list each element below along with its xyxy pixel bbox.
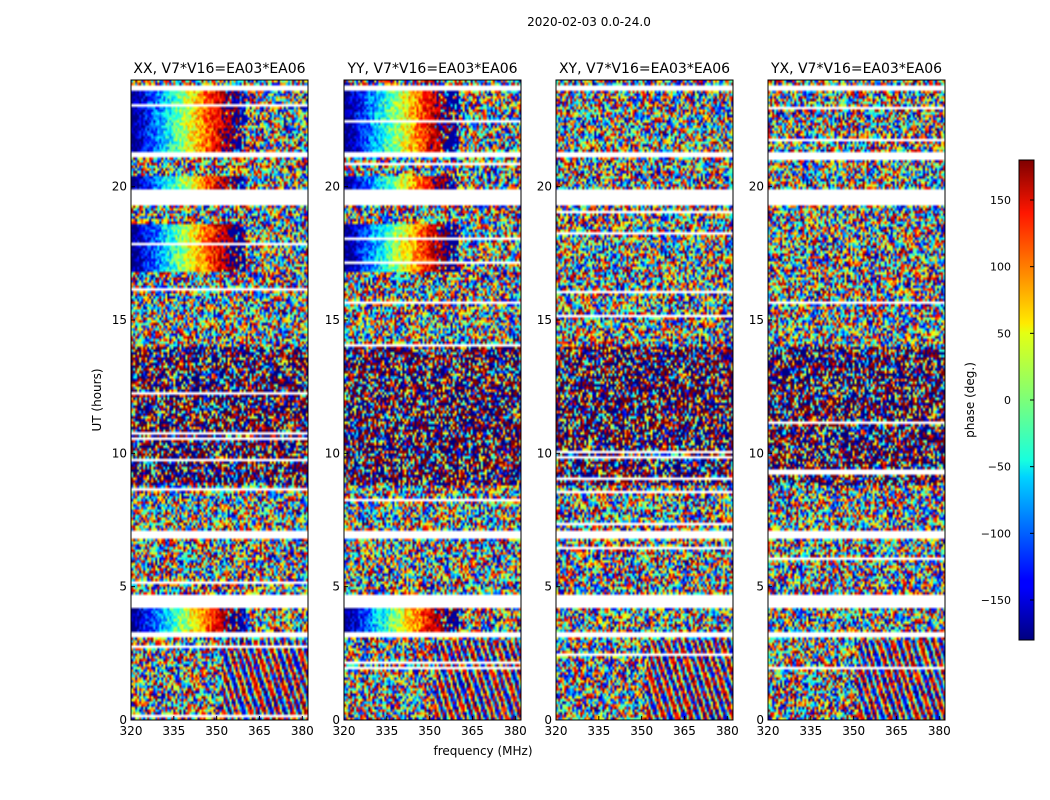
x-tick-label: 380 — [291, 724, 314, 738]
y-tick-label: 10 — [112, 446, 127, 460]
panels: XX, V7*V16=EA03*EA06 320 335 350 365 380 0 5 10 1… — [112, 61, 951, 738]
phase-heatmap — [344, 80, 521, 720]
x-tick-label: 335 — [587, 724, 610, 738]
x-tick-label: 320 — [545, 724, 568, 738]
colorbar-label: phase (deg.) — [963, 362, 977, 438]
x-tick-label: 365 — [673, 724, 696, 738]
x-tick-label: 380 — [716, 724, 739, 738]
x-tick-label: 350 — [205, 724, 228, 738]
y-axis-label: UT (hours) — [90, 368, 104, 431]
panel-title: YY, V7*V16=EA03*EA06 — [346, 61, 517, 77]
y-tick-label: 0 — [756, 713, 764, 727]
y-tick-label: 15 — [749, 313, 764, 327]
colorbar-tick-label: 150 — [990, 194, 1011, 207]
x-tick-label: 320 — [333, 724, 356, 738]
panel-title: XX, V7*V16=EA03*EA06 — [133, 61, 305, 77]
y-tick-label: 0 — [119, 713, 127, 727]
y-tick-label: 5 — [119, 580, 127, 594]
x-tick-label: 380 — [928, 724, 951, 738]
y-tick-label: 20 — [325, 180, 340, 194]
x-tick-label: 335 — [162, 724, 185, 738]
phase-heatmap — [131, 80, 308, 720]
y-tick-label: 10 — [537, 446, 552, 460]
phase-heatmap — [556, 80, 733, 720]
y-tick-label: 5 — [756, 580, 764, 594]
colorbar: 150 100 50 0 −50 −100 −150 phase (deg.) — [963, 159, 1035, 641]
x-tick-label: 380 — [504, 724, 527, 738]
x-tick-label: 335 — [375, 724, 398, 738]
colorbar-tick-label: −50 — [988, 461, 1011, 474]
y-tick-label: 20 — [112, 180, 127, 194]
panel-2: YY, V7*V16=EA03*EA06 320 335 350 365 380 0 5 10 1… — [325, 61, 527, 738]
panel-frame — [555, 79, 734, 721]
colorbar-tick-label: 100 — [990, 261, 1011, 274]
x-tick-label: 320 — [120, 724, 143, 738]
colorbar-tick-label: 50 — [997, 327, 1011, 340]
colorbar-tick-label: −100 — [981, 527, 1011, 540]
phase-heatmap — [768, 80, 945, 720]
panel-title: XY, V7*V16=EA03*EA06 — [559, 61, 730, 77]
y-tick-label: 0 — [332, 713, 340, 727]
panel-4: YX, V7*V16=EA03*EA06 320 335 350 365 380 0 5 10 1… — [749, 61, 951, 738]
figure-title: 2020-02-03 0.0-24.0 — [527, 15, 651, 29]
colorbar-tick-label: −150 — [981, 594, 1011, 607]
y-tick-label: 20 — [537, 180, 552, 194]
y-tick-label: 5 — [332, 580, 340, 594]
panel-frame — [343, 79, 522, 721]
panel-3: XY, V7*V16=EA03*EA06 320 335 350 365 380 0 5 10 1… — [537, 61, 739, 738]
y-tick-label: 10 — [749, 446, 764, 460]
y-tick-label: 20 — [749, 180, 764, 194]
x-tick-label: 350 — [418, 724, 441, 738]
y-tick-label: 15 — [112, 313, 127, 327]
x-tick-label: 350 — [630, 724, 653, 738]
panel-frame — [130, 79, 309, 721]
y-tick-label: 0 — [544, 713, 552, 727]
y-tick-label: 15 — [537, 313, 552, 327]
x-tick-label: 320 — [757, 724, 780, 738]
x-tick-label: 365 — [885, 724, 908, 738]
y-tick-label: 5 — [544, 580, 552, 594]
x-tick-label: 335 — [799, 724, 822, 738]
x-axis-label: frequency (MHz) — [433, 744, 532, 758]
colorbar-tick-label: 0 — [1004, 394, 1011, 407]
panel-frame — [767, 79, 946, 721]
x-tick-label: 365 — [461, 724, 484, 738]
y-tick-label: 10 — [325, 446, 340, 460]
x-tick-label: 365 — [248, 724, 271, 738]
colorbar-ticks: 150 100 50 0 −50 −100 −150 — [981, 194, 1034, 607]
y-tick-label: 15 — [325, 313, 340, 327]
panel-1: XX, V7*V16=EA03*EA06 320 335 350 365 380 0 5 10 1… — [112, 61, 314, 738]
panel-title: YX, V7*V16=EA03*EA06 — [770, 61, 942, 77]
x-tick-label: 350 — [842, 724, 865, 738]
